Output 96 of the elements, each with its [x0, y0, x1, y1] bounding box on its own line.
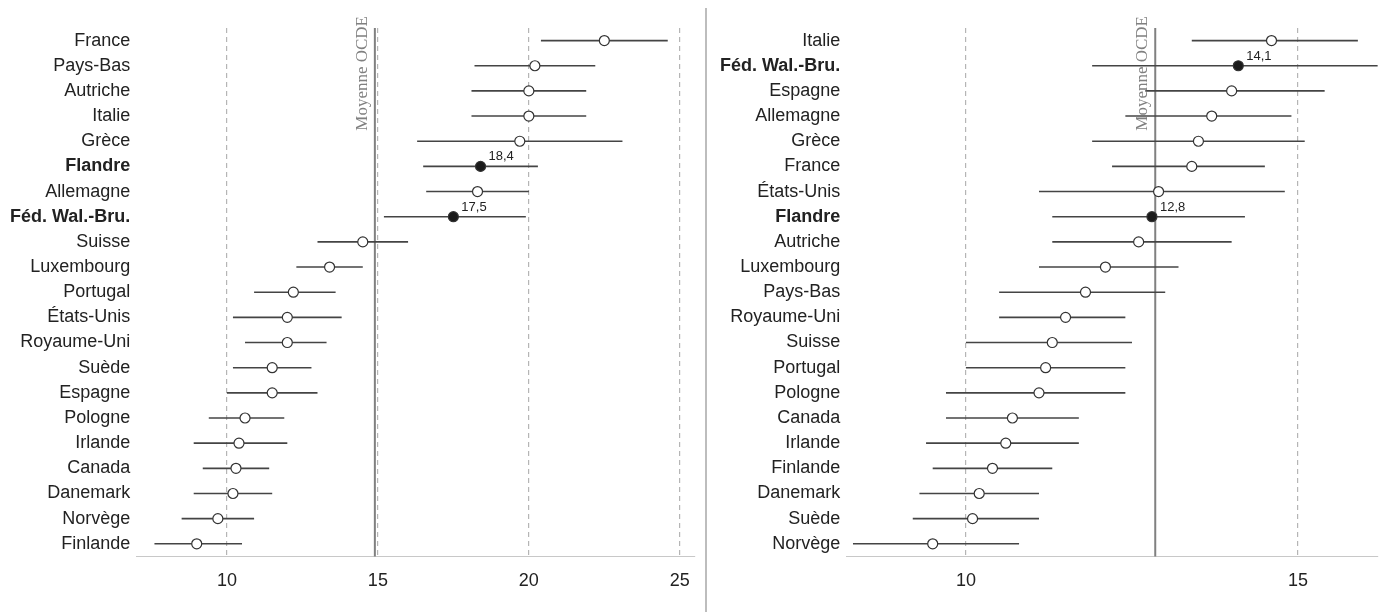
point [529, 60, 541, 72]
point [281, 336, 293, 349]
y-tick-label: Finlande [771, 457, 841, 478]
y-tick-label: Pays-Bas [763, 281, 841, 302]
x-tick-label: 25 [669, 570, 690, 591]
point [323, 261, 336, 273]
point [1046, 336, 1058, 349]
data-label: 14,1 [1246, 47, 1272, 63]
point [1226, 85, 1238, 97]
y-tick-label: Norvège [772, 532, 841, 553]
y-tick-label: Espagne [769, 79, 841, 100]
point [986, 462, 999, 474]
point [1265, 34, 1278, 47]
point [1133, 236, 1145, 248]
point [927, 538, 939, 550]
y-tick-label: France [74, 29, 131, 50]
y-tick-label: Italie [802, 29, 841, 50]
y-tick-label: États-Unis [47, 306, 131, 327]
y-tick-label: Autriche [64, 79, 131, 100]
y-tick-label: Luxembourg [30, 256, 131, 277]
point [1206, 110, 1218, 122]
data-label: 18,4 [488, 148, 514, 164]
x-tick-label: 15 [367, 570, 388, 591]
point [1152, 185, 1165, 198]
point [523, 110, 535, 122]
y-tick-label: Danemark [47, 482, 132, 503]
y-tick-label: Danemark [757, 482, 842, 503]
y-tick-label: Suède [788, 507, 841, 528]
point [1059, 311, 1072, 323]
y-tick-label: Canada [67, 457, 132, 478]
point [474, 160, 487, 172]
ref-line-label: Moyenne OCDE [1132, 16, 1152, 131]
point [212, 513, 224, 525]
point [281, 311, 293, 323]
point [287, 286, 299, 298]
point [1099, 261, 1112, 273]
y-tick-label: Féd. Wal.-Bru. [9, 205, 131, 226]
ref-line-label: Moyenne OCDE [351, 16, 371, 131]
point [266, 387, 278, 399]
point [447, 211, 459, 223]
data-label: 12,8 [1159, 198, 1186, 214]
y-tick-label: Flandre [65, 155, 131, 176]
y-tick-label: Royaume-Uni [20, 331, 131, 352]
point [514, 135, 526, 147]
point [1079, 286, 1092, 298]
y-tick-label: Royaume-Uni [730, 306, 841, 327]
point [266, 362, 278, 374]
y-tick-label: Pologne [64, 406, 131, 427]
y-tick-label: Espagne [59, 381, 131, 402]
x-tick-label: 15 [1288, 570, 1309, 591]
y-tick-label: Finlande [61, 532, 131, 553]
y-tick-label: Autriche [774, 230, 841, 251]
point [239, 412, 251, 424]
y-tick-label: Grèce [791, 130, 841, 151]
point [1000, 437, 1012, 449]
y-tick-label: Suisse [76, 230, 131, 251]
y-tick-label: Allemagne [45, 180, 131, 201]
y-tick-label: Norvège [62, 507, 131, 528]
point [1146, 211, 1158, 223]
point [1006, 412, 1019, 424]
data-label: 17,5 [461, 198, 487, 214]
y-tick-label: Luxembourg [740, 256, 841, 277]
point [523, 85, 535, 97]
y-tick-label: Suisse [786, 331, 841, 352]
point [1232, 60, 1244, 72]
y-tick-label: Irlande [75, 432, 131, 453]
x-tick-label: 10 [955, 570, 976, 591]
y-tick-label: Portugal [63, 281, 131, 302]
point [191, 538, 203, 550]
y-tick-label: Flandre [775, 205, 841, 226]
point [227, 487, 239, 500]
point [598, 34, 610, 47]
x-tick-label: 20 [518, 570, 539, 591]
y-tick-label: Grèce [81, 130, 131, 151]
x-tick-label: 10 [216, 570, 237, 591]
y-tick-label: Portugal [773, 356, 841, 377]
point [471, 185, 484, 198]
y-tick-label: Irlande [785, 432, 841, 453]
y-tick-label: Canada [777, 406, 842, 427]
y-tick-label: Suède [78, 356, 131, 377]
point [1040, 362, 1052, 374]
y-tick-label: États-Unis [757, 180, 841, 201]
y-tick-label: Italie [92, 105, 131, 126]
point [1192, 135, 1205, 147]
point [966, 513, 979, 525]
point [230, 462, 242, 474]
point [233, 437, 245, 449]
point [357, 236, 369, 248]
point [1033, 387, 1045, 399]
y-tick-label: Pologne [774, 381, 841, 402]
point [973, 487, 985, 500]
y-tick-label: France [784, 155, 841, 176]
y-tick-label: Pays-Bas [53, 54, 131, 75]
y-tick-label: Allemagne [755, 105, 841, 126]
y-tick-label: Féd. Wal.-Bru. [719, 54, 841, 75]
point [1186, 160, 1198, 172]
